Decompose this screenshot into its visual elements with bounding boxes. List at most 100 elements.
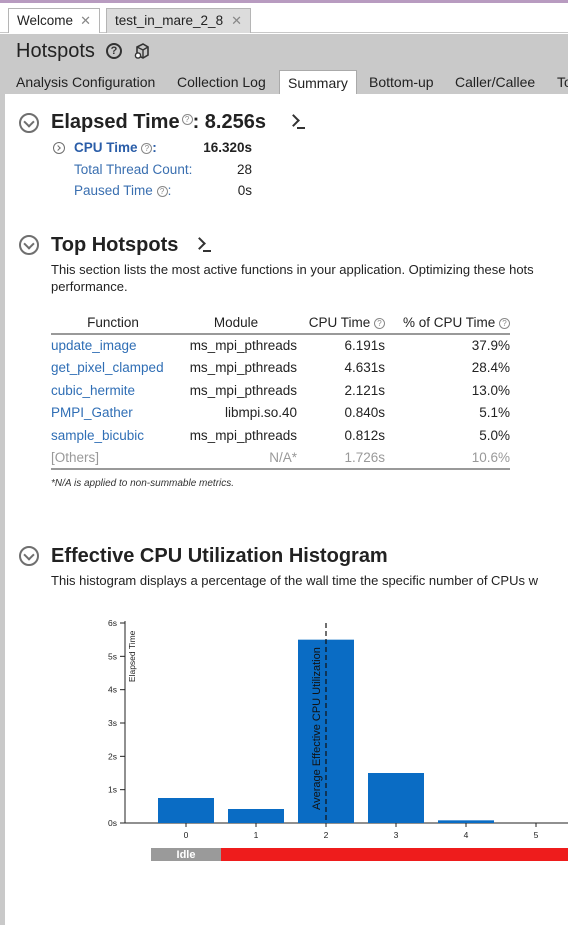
y-tick-label: 1s [108, 785, 117, 795]
cpu-utilization-histogram: 0s 1s 2s 3s 4s 5s 6s Elapsed Time 0 1 2 3 4 5 Average … [108, 618, 568, 861]
paused-time-label-text: Paused Time [74, 183, 153, 198]
tab-caller-callee[interactable]: Caller/Callee [455, 74, 536, 90]
top-hotspots-description-2: performance. [51, 279, 128, 294]
elapsed-time-heading: Elapsed Time?: 8.256s [51, 111, 266, 134]
help-icon[interactable]: ? [141, 142, 153, 154]
module-cell: ms_mpi_pthreads [189, 382, 297, 398]
elapsed-time-title: Elapsed Time [51, 111, 180, 133]
cpu-time-value: 16.320s [203, 140, 252, 155]
top-hotspots-table: Function Module CPU Time ? % of CPU Time… [51, 312, 510, 470]
x-tick-label: 5 [534, 830, 539, 840]
tab-bottom-up[interactable]: Bottom-up [369, 74, 434, 90]
column-header-function[interactable]: Function [51, 312, 175, 335]
histogram-bar [158, 798, 214, 823]
y-tick-label: 3s [108, 718, 117, 728]
doc-tab-result[interactable]: test_in_mare_2_8 ✕ [106, 8, 251, 33]
module-cell: ms_mpi_pthreads [189, 338, 297, 354]
cpu-percent-cell: 13.0% [471, 382, 510, 398]
function-link[interactable]: update_image [51, 338, 137, 354]
utilization-band [151, 848, 221, 861]
y-axis-label: Elapsed Time [127, 630, 137, 682]
cpu-time-cell: 0.812s [344, 427, 385, 443]
x-tick-label: 3 [394, 830, 399, 840]
x-tick-label: 0 [184, 830, 189, 840]
command-line-icon[interactable] [289, 115, 305, 129]
tab-analysis-configuration[interactable]: Analysis Configuration [16, 74, 156, 90]
x-tick-label: 1 [254, 830, 259, 840]
y-tick-label: 5s [108, 651, 117, 661]
cpu-time-cell: 1.726s [297, 446, 385, 470]
table-footnote: *N/A is applied to non-summable metrics. [51, 478, 235, 489]
help-icon[interactable]: ? [499, 317, 510, 329]
column-header-module[interactable]: Module [175, 312, 297, 335]
help-icon[interactable]: ? [374, 317, 385, 329]
table-row-others: [Others] N/A* 1.726s 10.6% [51, 446, 510, 470]
cpu-time-cell: 6.191s [344, 338, 385, 354]
thread-count-value: 28 [236, 162, 252, 177]
top-hotspots-title: Top Hotspots [51, 234, 179, 256]
histogram-description: This histogram displays a percentage of … [51, 573, 538, 588]
expand-cpu-time-icon[interactable] [53, 142, 65, 154]
cpu-percent-cell: 28.4% [471, 360, 510, 376]
table-header-row: Function Module CPU Time ? % of CPU Time… [51, 312, 510, 335]
tab-collection-log[interactable]: Collection Log [177, 74, 266, 90]
module-cell: libmpi.so.40 [224, 405, 297, 421]
label-colon: : [167, 183, 172, 198]
command-line-icon[interactable] [195, 238, 211, 252]
tab-summary[interactable]: Summary [279, 70, 357, 94]
label-colon: : [152, 140, 157, 155]
table-row: sample_bicubic ms_mpi_pthreads 0.812s 5.… [51, 424, 510, 447]
collapse-histogram-icon[interactable] [19, 546, 39, 566]
help-icon[interactable]: ? [156, 185, 168, 197]
column-header-label: CPU Time [308, 315, 371, 330]
cpu-percent-cell: 5.0% [479, 427, 510, 443]
doc-tab-label: Welcome [17, 13, 74, 28]
doc-tab-label: test_in_mare_2_8 [115, 13, 224, 28]
histogram-bar [368, 773, 424, 823]
paused-time-value: 0s [237, 183, 252, 198]
summary-content: Elapsed Time?: 8.256s CPU Time ?: 16.320… [5, 94, 568, 925]
histogram-bar [438, 820, 494, 823]
collapse-top-hotspots-icon[interactable] [19, 235, 39, 255]
column-header-cpu-time[interactable]: CPU Time ? [297, 312, 385, 335]
paused-time-label: Paused Time ?: [74, 183, 171, 198]
y-tick-label: 0s [108, 818, 117, 828]
histogram-title: Effective CPU Utilization Histogram [51, 545, 388, 567]
cpu-percent-cell: 37.9% [471, 338, 510, 354]
cpu-time-label[interactable]: CPU Time ?: [74, 140, 157, 155]
table-row: PMPI_Gather libmpi.so.40 0.840s 5.1% [51, 402, 510, 425]
y-tick-label: 4s [108, 685, 117, 695]
cpu-time-cell: 2.121s [344, 382, 385, 398]
doc-tab-welcome[interactable]: Welcome ✕ [8, 8, 100, 33]
module-cell: ms_mpi_pthreads [189, 360, 297, 376]
analysis-view-tabs: Analysis Configuration Collection Log Su… [0, 70, 568, 94]
module-cell: N/A* [175, 446, 297, 470]
function-link[interactable]: sample_bicubic [51, 427, 145, 443]
cpu-time-label-text: CPU Time [74, 140, 138, 155]
window-accent-bar [0, 0, 568, 3]
function-link[interactable]: get_pixel_clamped [51, 360, 164, 376]
function-link[interactable]: PMPI_Gather [51, 405, 133, 421]
top-hotspots-description-1: This section lists the most active funct… [51, 262, 534, 277]
elapsed-time-value: : 8.256s [192, 111, 266, 133]
thread-count-label: Total Thread Count: [74, 162, 193, 177]
table-row: update_image ms_mpi_pthreads 6.191s 37.9… [51, 334, 510, 357]
cpu-percent-cell: 5.1% [479, 405, 510, 421]
help-icon[interactable]: ? [106, 43, 122, 59]
tab-top-down[interactable]: To [557, 74, 568, 90]
x-tick-label: 4 [464, 830, 469, 840]
analysis-type-icon[interactable] [134, 43, 150, 59]
column-header-cpu-percent[interactable]: % of CPU Time ? [385, 312, 510, 335]
x-tick-label: 2 [324, 830, 329, 840]
close-icon[interactable]: ✕ [80, 13, 91, 28]
collapse-elapsed-time-icon[interactable] [19, 113, 39, 133]
help-icon[interactable]: ? [181, 114, 193, 125]
table-row: cubic_hermite ms_mpi_pthreads 2.121s 13.… [51, 379, 510, 402]
table-row: get_pixel_clamped ms_mpi_pthreads 4.631s… [51, 357, 510, 380]
cpu-time-cell: 0.840s [344, 405, 385, 421]
close-icon[interactable]: ✕ [231, 13, 242, 28]
cpu-percent-cell: 10.6% [385, 446, 510, 470]
function-link[interactable]: cubic_hermite [51, 382, 136, 398]
document-tab-bar: Welcome ✕ test_in_mare_2_8 ✕ [0, 3, 568, 33]
page-title: Hotspots [16, 40, 95, 62]
